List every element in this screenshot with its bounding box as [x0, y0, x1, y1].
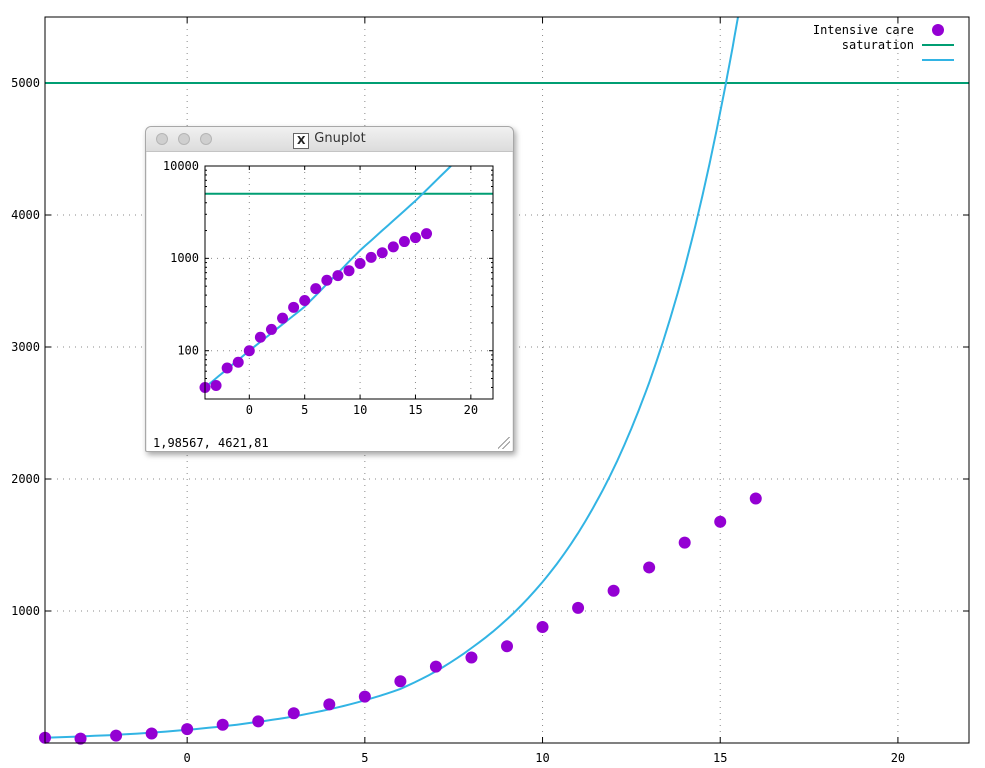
data-point [110, 729, 123, 742]
x-tick-label: 5 [301, 403, 308, 417]
y-tick-label: 100 [177, 344, 199, 358]
data-point [607, 584, 620, 597]
data-point [572, 601, 585, 614]
inset-chart: 0 5 10 15 20 100 1000 10000 [163, 159, 494, 417]
data-point [536, 620, 549, 633]
plot-border [44, 16, 970, 744]
plot-area [45, 17, 969, 739]
plot-border [204, 165, 494, 400]
y-tick-label: 3000 [11, 340, 40, 354]
data-point [376, 247, 388, 259]
data-point [365, 251, 377, 263]
data-point [265, 323, 277, 335]
data-point [501, 640, 513, 653]
window-title: Gnuplot [314, 131, 366, 146]
zoom-window-icon[interactable] [200, 133, 212, 145]
data-point [288, 301, 300, 313]
x-tick-label: 10 [353, 403, 367, 417]
data-point [387, 241, 399, 253]
legend-label: Intensive care [813, 23, 914, 37]
data-point [332, 270, 344, 282]
data-point [398, 236, 410, 248]
data-point [243, 345, 255, 357]
data-point [358, 690, 371, 703]
data-point [232, 356, 244, 368]
data-point [421, 228, 433, 240]
data-point [343, 265, 355, 277]
data-point [321, 274, 333, 286]
mouse-coordinate-readout: 1,98567, 4621,81 [153, 436, 269, 450]
y-tick-label: 4000 [11, 208, 40, 222]
data-point [429, 660, 442, 673]
close-window-icon[interactable] [156, 133, 168, 145]
fit-curve [45, 17, 740, 739]
x-tick-label: 5 [361, 751, 368, 765]
inset-canvas: 0 5 10 15 20 100 1000 10000 1,98567, 4621,81 [147, 152, 512, 451]
x-tick-label: 20 [464, 403, 478, 417]
data-point [287, 707, 300, 720]
window-title-wrap: X Gnuplot [146, 131, 513, 149]
data-point [394, 675, 407, 688]
data-point [643, 561, 656, 574]
x-tick-label: 0 [246, 403, 253, 417]
data-point [277, 312, 289, 324]
y-tick-label: 10000 [163, 159, 199, 173]
fit-curve [205, 166, 452, 389]
data-point [323, 698, 336, 711]
data-point [749, 492, 762, 505]
legend-marker [932, 24, 944, 36]
data-point [354, 257, 366, 269]
data-point [678, 536, 691, 549]
legend-label: saturation [842, 38, 914, 52]
data-point [310, 283, 322, 295]
data-point [409, 232, 421, 244]
window-titlebar[interactable]: X Gnuplot [146, 127, 513, 152]
data-point [210, 380, 222, 392]
gnuplot-window[interactable]: X Gnuplot 0 5 10 15 20 100 1000 10000 1,98567, 4… [145, 126, 514, 452]
x-tick-label: 10 [535, 751, 549, 765]
data-point [221, 362, 233, 374]
y-tick-label: 1000 [11, 604, 40, 618]
data-point [299, 294, 311, 306]
data-point [181, 723, 194, 736]
y-tick-label: 5000 [11, 76, 40, 90]
data-point [74, 732, 87, 745]
y-tick-label: 1000 [170, 251, 199, 265]
x11-icon: X [293, 133, 310, 149]
x-tick-label: 0 [184, 751, 191, 765]
x-tick-label: 15 [408, 403, 422, 417]
resize-grip-icon[interactable] [498, 437, 510, 449]
plot-area [205, 166, 493, 389]
minimize-window-icon[interactable] [178, 133, 190, 145]
data-point [252, 715, 265, 728]
data-point [145, 727, 158, 740]
data-point [216, 718, 229, 731]
y-tick-label: 2000 [11, 472, 40, 486]
data-point [465, 651, 478, 664]
data-point [714, 515, 727, 528]
x-tick-label: 20 [891, 751, 905, 765]
data-point [254, 331, 266, 343]
x-tick-label: 15 [713, 751, 727, 765]
